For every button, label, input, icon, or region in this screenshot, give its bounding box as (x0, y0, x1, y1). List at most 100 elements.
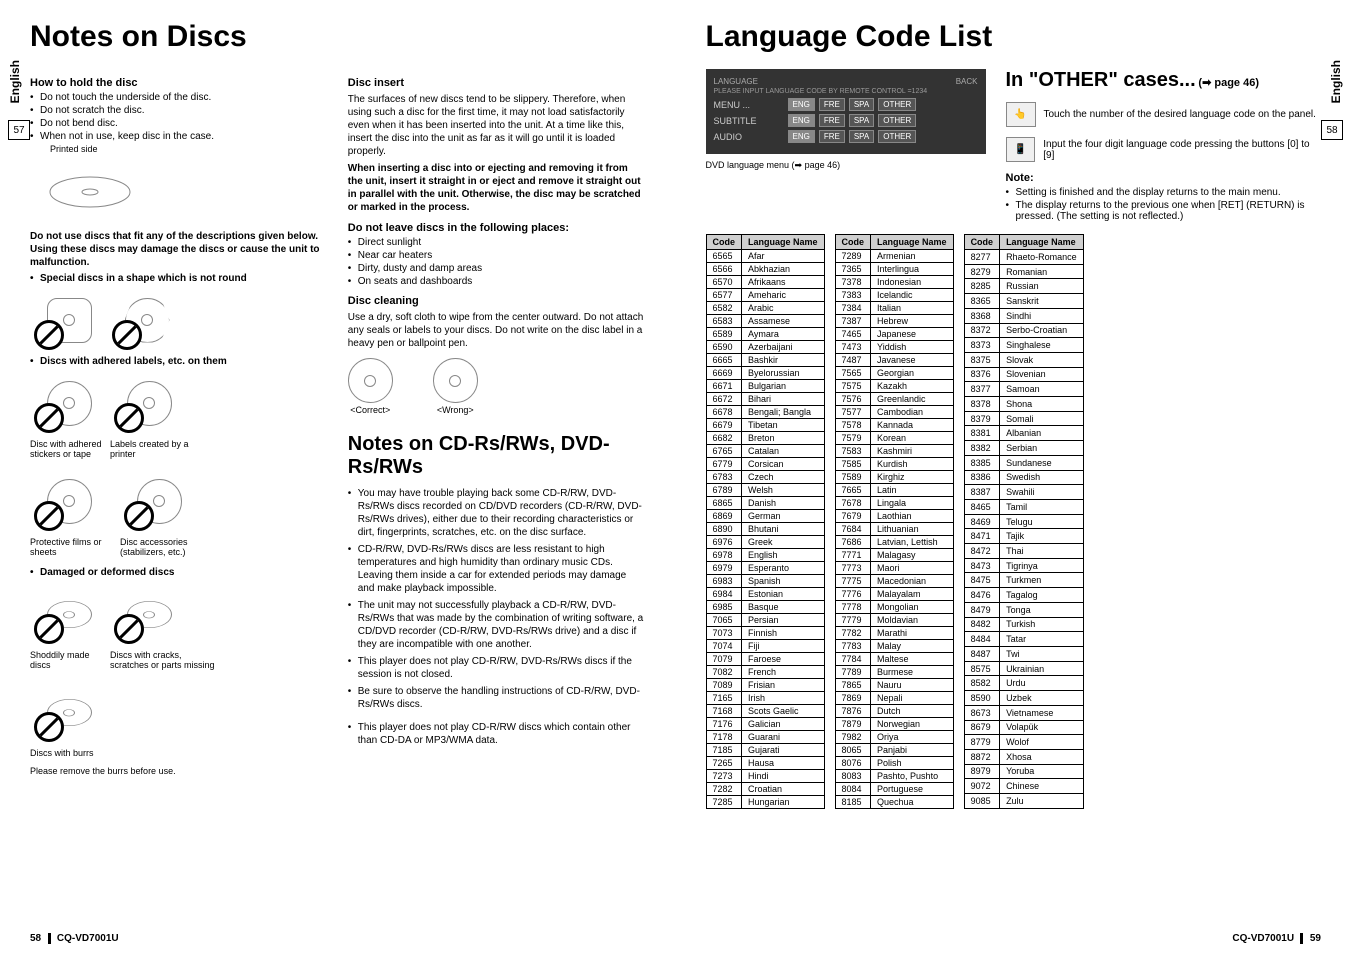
code-cell: 8379 (964, 411, 1000, 426)
table-row: 6765Catalan (706, 445, 824, 458)
table-row: 7789Burmese (835, 666, 953, 679)
touch-icon: 👆 (1006, 102, 1036, 127)
name-cell: Shona (1000, 397, 1084, 412)
disc-warning: Do not use discs that fit any of the des… (30, 230, 328, 269)
table-row: 7387Hebrew (835, 315, 953, 328)
code-cell: 6679 (706, 419, 742, 432)
dvd-row-label: SUBTITLE (714, 116, 784, 126)
dvd-menu-row: SUBTITLEENGFRESPAOTHER (714, 114, 978, 127)
left-col2: Disc insert The surfaces of new discs te… (348, 69, 646, 784)
code-cell: 6590 (706, 341, 742, 354)
name-cell: Bengali; Bangla (742, 406, 825, 419)
table-row: 8083Pashto, Pushto (835, 770, 953, 783)
leave-bullet: On seats and dashboards (348, 276, 646, 287)
page-box-58: 58 (1321, 120, 1343, 140)
table-row: 7686Latvian, Lettish (835, 536, 953, 549)
table-row: 7773Maori (835, 562, 953, 575)
cd-bullet: Be sure to observe the handling instruct… (348, 685, 646, 711)
table-row: 7473Yiddish (835, 341, 953, 354)
prohibit-icon (114, 373, 184, 433)
table-row: 7365Interlingua (835, 263, 953, 276)
table-row: 8375Slovak (964, 352, 1083, 367)
dvd-lang-button: FRE (819, 98, 845, 111)
table-row: 8469Telugu (964, 514, 1083, 529)
table-row: 7579Korean (835, 432, 953, 445)
name-cell: Byelorussian (742, 367, 825, 380)
code-cell: 6978 (706, 549, 742, 562)
table-row: 6869German (706, 510, 824, 523)
code-cell: 8582 (964, 676, 1000, 691)
code-cell: 6570 (706, 276, 742, 289)
table-row: 7783Malay (835, 640, 953, 653)
table-row: 7074Fiji (706, 640, 824, 653)
name-cell: Malagasy (871, 549, 954, 562)
code-cell: 8185 (835, 796, 871, 809)
code-cell: 7589 (835, 471, 871, 484)
name-cell: Welsh (742, 484, 825, 497)
dvd-lang-button: ENG (788, 130, 815, 143)
name-cell: Arabic (742, 302, 825, 315)
name-cell: Slovenian (1000, 367, 1084, 382)
table-row: 8372Serbo-Croatian (964, 323, 1083, 338)
name-cell: Chinese (1000, 779, 1084, 794)
name-cell: Danish (742, 497, 825, 510)
code-cell: 7679 (835, 510, 871, 523)
other-cases-title: In "OTHER" cases... (1006, 69, 1196, 91)
name-cell: Turkmen (1000, 573, 1084, 588)
table-row: 7583Kashmiri (835, 445, 953, 458)
code-cell: 6779 (706, 458, 742, 471)
code-cell: 8377 (964, 382, 1000, 397)
table-row: 6672Bihari (706, 393, 824, 406)
table-row: 6570Afrikaans (706, 276, 824, 289)
caption-stickers: Disc with adhered stickers or tape (30, 439, 110, 459)
note-bullet: Setting is finished and the display retu… (1006, 187, 1322, 198)
hold-bullet: When not in use, keep disc in the case. (30, 131, 328, 142)
prohibit-icon (34, 290, 104, 350)
leave-bullet: Dirty, dusty and damp areas (348, 263, 646, 274)
wrong-label: <Wrong> (433, 405, 478, 415)
table-row: 7487Javanese (835, 354, 953, 367)
dvd-menu-row: AUDIOENGFRESPAOTHER (714, 130, 978, 143)
name-cell: Tatar (1000, 632, 1084, 647)
footer-left: 58 CQ-VD7001U (30, 933, 119, 944)
dvd-lang-button: SPA (849, 98, 874, 111)
table-row: 7578Kannada (835, 419, 953, 432)
code-cell: 6865 (706, 497, 742, 510)
caption-cracks: Discs with cracks, scratches or parts mi… (110, 650, 220, 670)
name-cell: Telugu (1000, 514, 1084, 529)
name-cell: Singhalese (1000, 338, 1084, 353)
cd-notes-title: Notes on CD-Rs/RWs, DVD-Rs/RWs (348, 433, 646, 479)
name-cell: Korean (871, 432, 954, 445)
table-row: 6985Basque (706, 601, 824, 614)
name-cell: Albanian (1000, 426, 1084, 441)
th-code: Code (706, 235, 742, 250)
name-cell: Irish (742, 692, 825, 705)
name-cell: Assamese (742, 315, 825, 328)
table-row: 6582Arabic (706, 302, 824, 315)
name-cell: Wolof (1000, 735, 1084, 750)
name-cell: Tigrinya (1000, 558, 1084, 573)
name-cell: Uzbek (1000, 691, 1084, 706)
code-cell: 7065 (706, 614, 742, 627)
name-cell: Fiji (742, 640, 825, 653)
table-row: 8582Urdu (964, 676, 1083, 691)
footer-model-right: CQ-VD7001U (1232, 933, 1303, 944)
table-row: 8475Turkmen (964, 573, 1083, 588)
table-row: 7165Irish (706, 692, 824, 705)
name-cell: English (742, 549, 825, 562)
table-row: 6679Tibetan (706, 419, 824, 432)
name-cell: Breton (742, 432, 825, 445)
code-cell: 6582 (706, 302, 742, 315)
prohibit-icon (34, 471, 104, 531)
name-cell: Hungarian (742, 796, 825, 809)
dvd-menu-screenshot: LANGUAGE BACK PLEASE INPUT LANGUAGE CODE… (706, 69, 986, 154)
name-cell: Indonesian (871, 276, 954, 289)
code-cell: 6678 (706, 406, 742, 419)
name-cell: Bashkir (742, 354, 825, 367)
code-cell: 8487 (964, 646, 1000, 661)
printed-side-label: Printed side (50, 144, 328, 154)
cd-bullet: The unit may not successfully playback a… (348, 599, 646, 651)
table-row: 8479Tonga (964, 602, 1083, 617)
code-cell: 7784 (835, 653, 871, 666)
language-tab-left: English (8, 60, 22, 103)
